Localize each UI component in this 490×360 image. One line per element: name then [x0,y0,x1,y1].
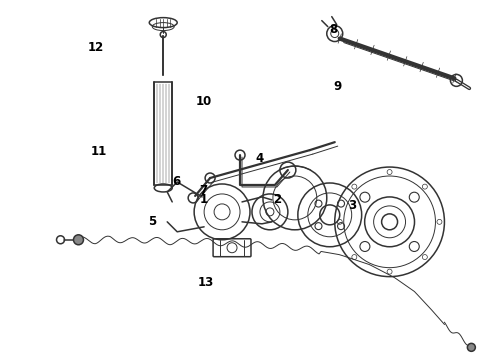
Text: 4: 4 [255,152,264,165]
Text: 9: 9 [334,80,342,93]
Text: 12: 12 [88,41,104,54]
Text: 10: 10 [196,95,212,108]
Text: 6: 6 [172,175,181,188]
Text: 2: 2 [273,193,281,206]
Text: 8: 8 [329,23,337,36]
Text: 1: 1 [199,193,208,206]
Circle shape [467,343,475,351]
Text: 11: 11 [90,145,106,158]
Text: 5: 5 [148,215,156,228]
Text: 13: 13 [198,276,214,289]
Text: 3: 3 [348,199,357,212]
Text: 7: 7 [199,184,208,197]
Circle shape [74,235,83,245]
